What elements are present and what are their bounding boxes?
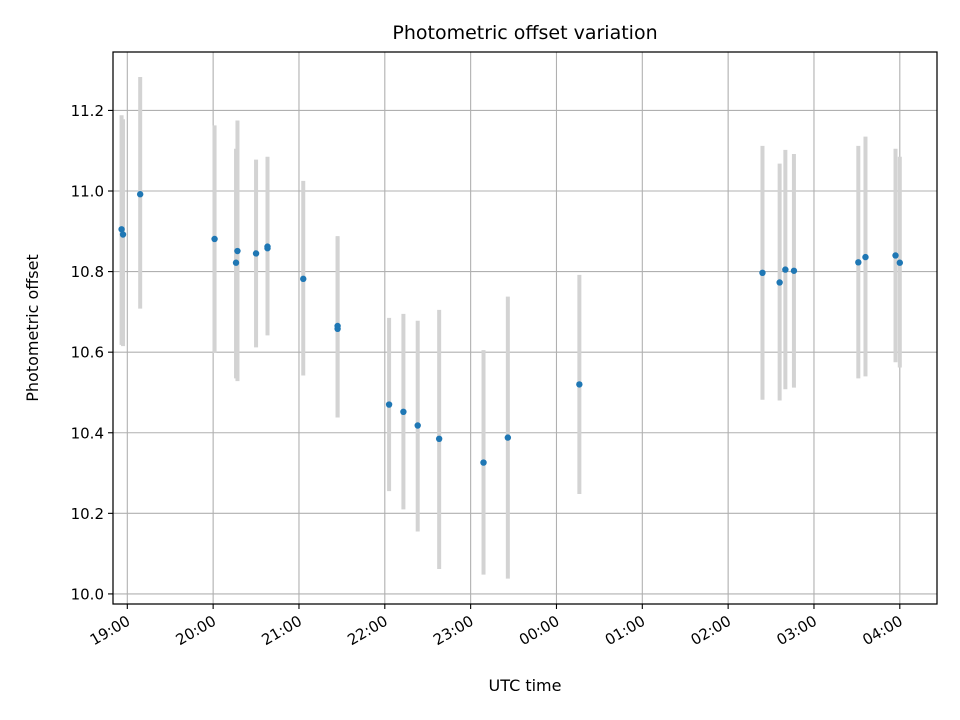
data-point	[264, 243, 271, 250]
data-point	[385, 401, 393, 408]
data-point	[334, 325, 341, 333]
data-point	[435, 435, 443, 443]
x-tick-label: 23:00	[430, 612, 476, 649]
y-axis-ticks: 10.0 10.2 10.4 10.6 10.8 11.0 11.2	[71, 102, 113, 603]
data-point	[252, 250, 260, 257]
data-points	[118, 191, 904, 466]
data-point	[896, 259, 904, 266]
data-point	[790, 267, 798, 274]
data-point	[414, 422, 421, 429]
x-axis-label: UTC time	[489, 676, 562, 695]
x-tick-label: 19:00	[87, 612, 133, 649]
data-point	[232, 259, 240, 266]
data-point	[862, 253, 869, 261]
chart-title: Photometric offset variation	[392, 22, 657, 44]
data-point	[776, 279, 783, 286]
x-tick-label: 20:00	[173, 612, 219, 649]
y-tick-label: 11.0	[71, 183, 104, 201]
data-point	[400, 408, 407, 416]
data-point	[480, 459, 487, 466]
data-point	[892, 252, 899, 259]
data-point	[300, 275, 307, 283]
y-tick-label: 10.4	[71, 424, 104, 442]
data-point	[504, 434, 512, 441]
x-tick-label: 02:00	[688, 612, 734, 649]
x-tick-label: 00:00	[516, 612, 562, 649]
data-point	[782, 266, 789, 273]
y-tick-label: 11.2	[71, 102, 104, 120]
y-tick-label: 10.2	[71, 505, 104, 523]
x-tick-label: 01:00	[602, 612, 648, 649]
data-point	[234, 247, 241, 255]
error-bars	[119, 76, 902, 579]
y-tick-label: 10.8	[71, 263, 104, 281]
x-tick-label: 21:00	[259, 612, 305, 649]
grid-lines	[113, 52, 937, 604]
y-tick-label: 10.0	[71, 585, 104, 603]
x-tick-label: 03:00	[774, 612, 820, 649]
data-point	[211, 235, 218, 243]
x-tick-label: 04:00	[859, 612, 905, 649]
data-point	[118, 226, 125, 233]
plot-frame	[112, 51, 938, 605]
y-tick-label: 10.6	[71, 344, 104, 362]
data-point	[576, 381, 583, 388]
data-point	[855, 259, 862, 266]
x-axis-ticks: 19:00 20:00 21:00 22:00 23:00 00:00 01:00 02:00…	[87, 604, 906, 649]
data-point	[119, 231, 127, 238]
data-point	[759, 269, 766, 276]
x-tick-label: 22:00	[344, 612, 390, 649]
y-axis-label: Photometric offset	[23, 254, 42, 402]
data-point	[136, 191, 144, 198]
